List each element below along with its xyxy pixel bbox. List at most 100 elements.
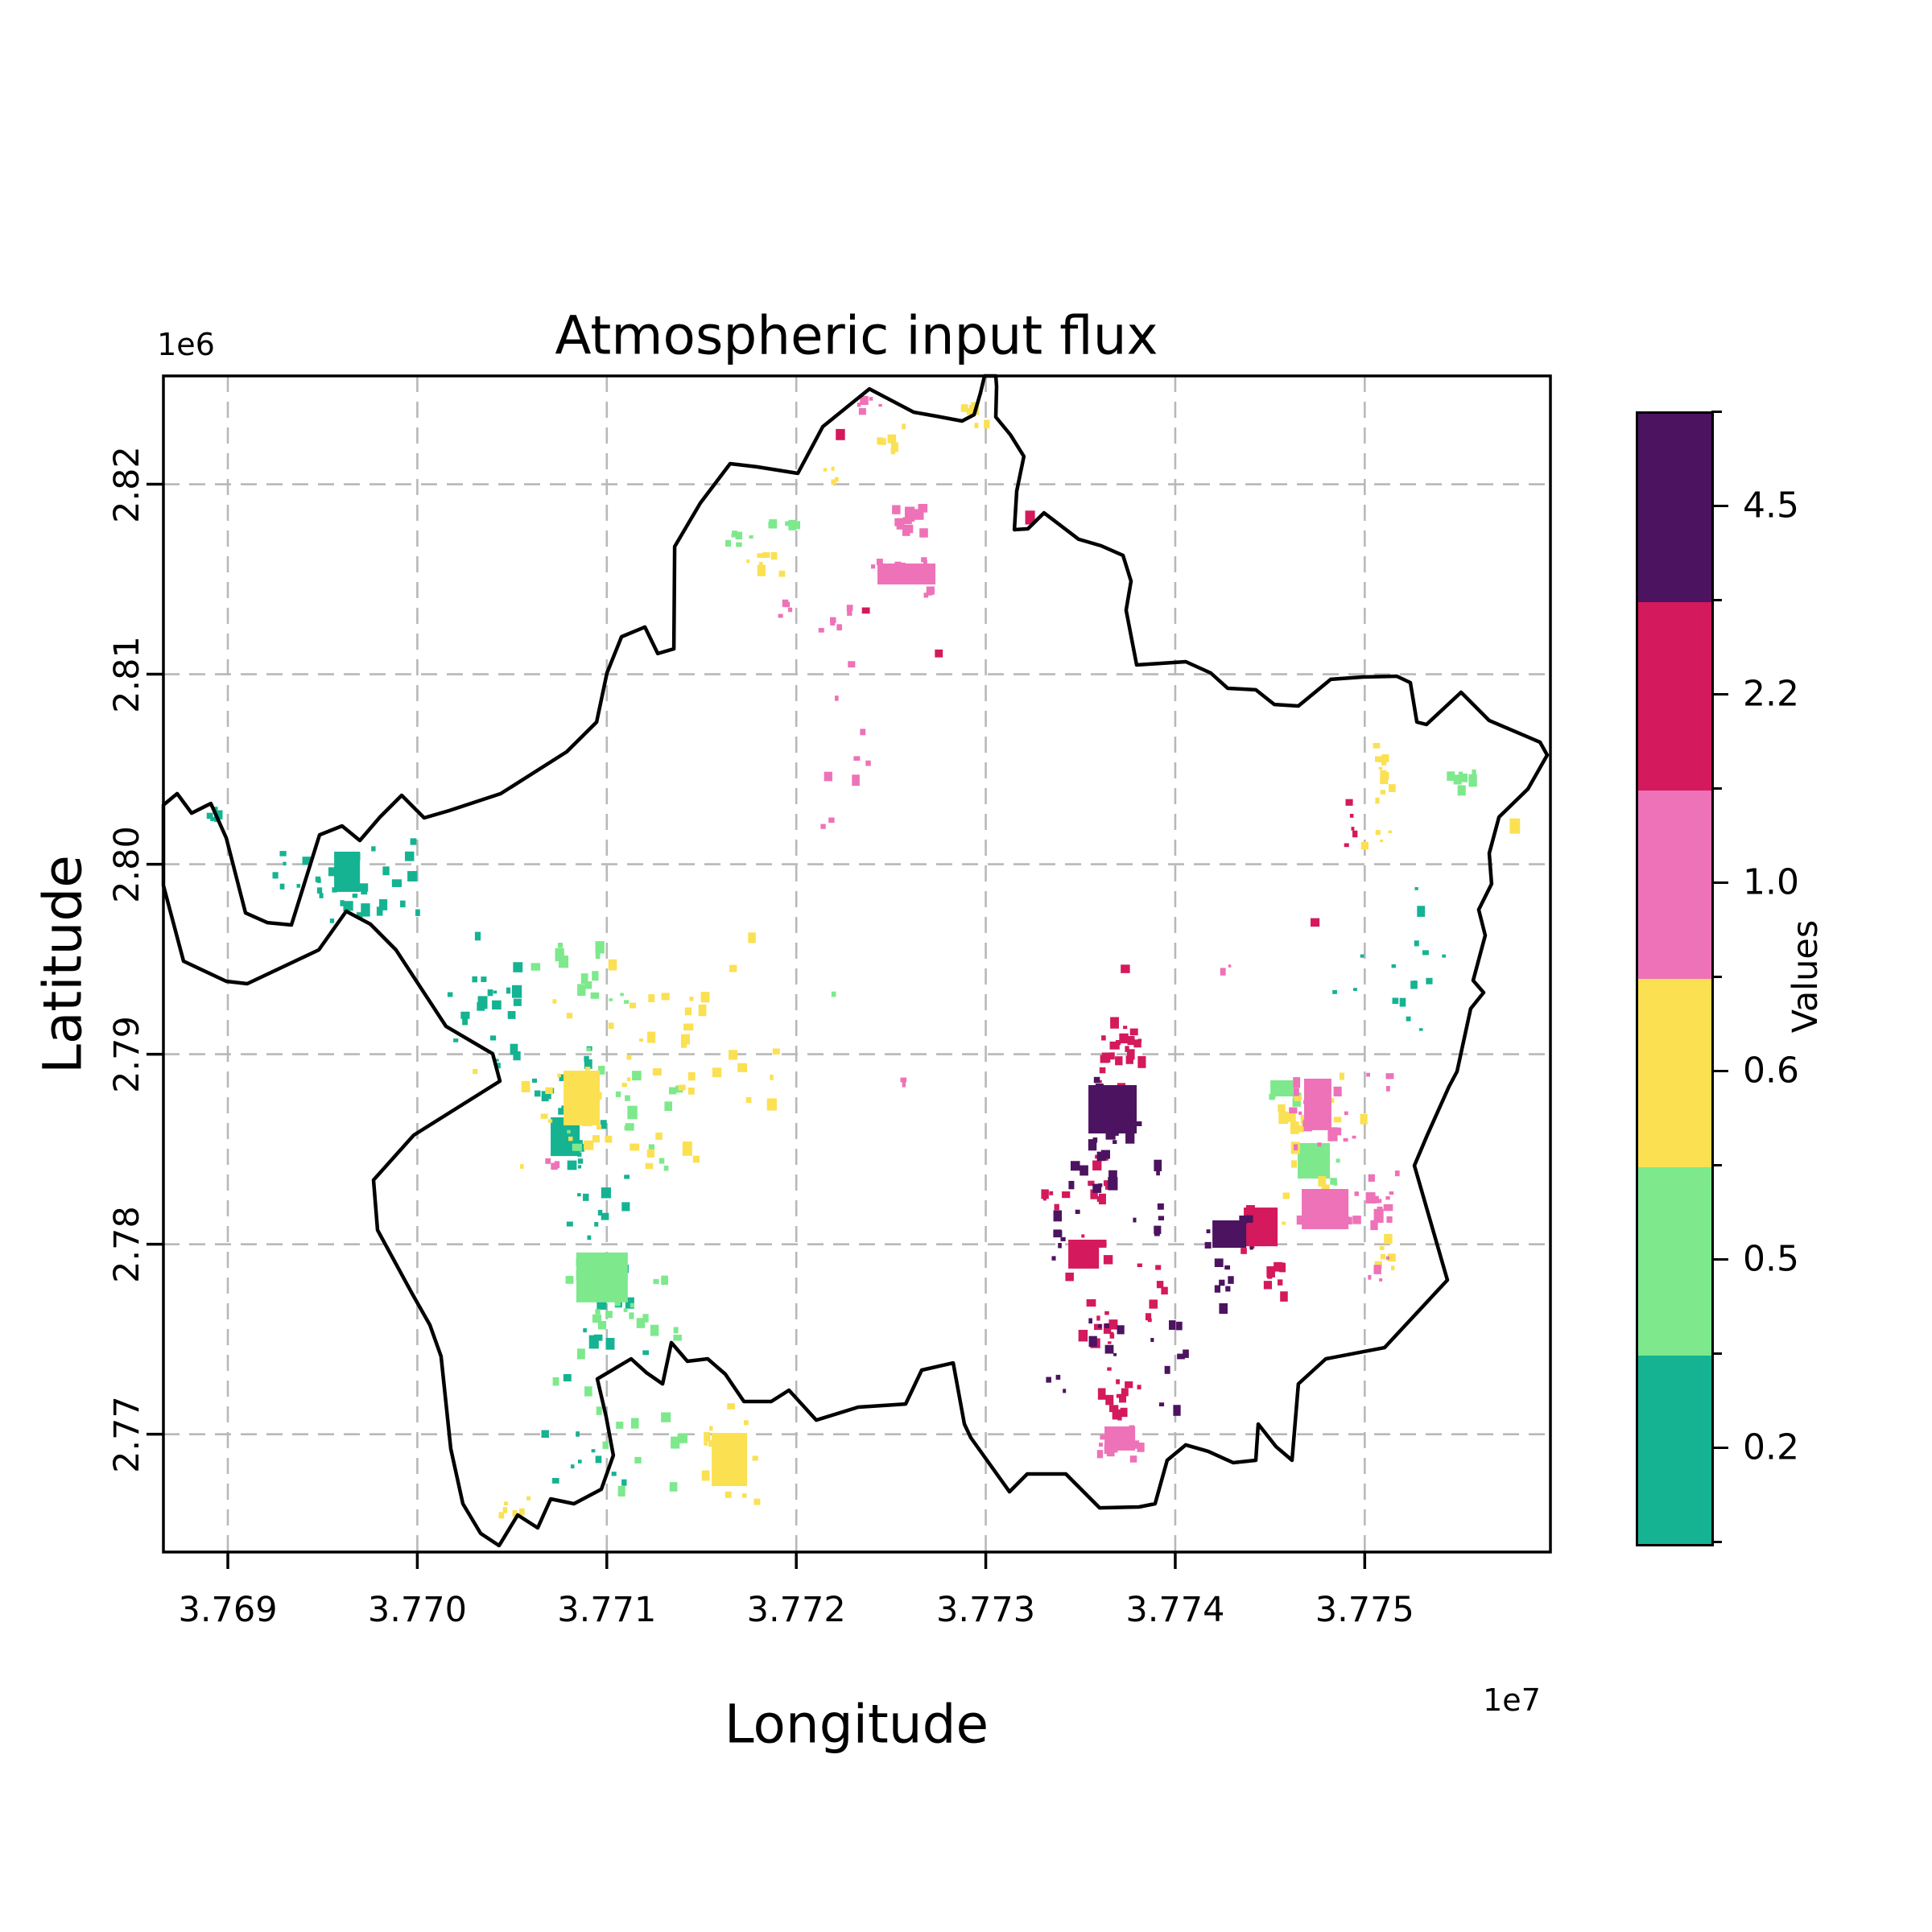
colorbar-tick [1711,1070,1728,1072]
raster-cluster-crimson [1065,1234,1113,1282]
raster-cluster-crimson [1137,1263,1168,1323]
colorbar-segment [1638,791,1711,979]
raster-cluster-yellow [877,423,906,455]
x-tick-label: 3.772 [746,1590,846,1630]
raster-cluster-crimson [1263,1261,1288,1302]
colorbar-tick [1711,693,1728,696]
colorbar-tick [1711,1258,1728,1261]
raster-cluster-yellow [473,932,780,1170]
raster-cluster-pink [778,599,793,618]
x-tick-label: 3.775 [1315,1590,1414,1630]
raster-cluster-crimson [1078,1298,1118,1371]
raster-cluster-yellow [823,466,839,485]
raster-cluster-yellow [746,551,786,577]
raster-cluster-green [1447,769,1477,796]
colorbar [1636,411,1714,1546]
raster-cluster-green [831,991,836,997]
x-tick-label: 3.770 [367,1590,467,1630]
raster-data [206,395,1521,1519]
y-tick-label: 2.77 [107,1395,147,1473]
raster-cluster-crimson [1041,1189,1071,1211]
raster-cluster-teal [1392,980,1423,1031]
y-axis-offset-text: 1e6 [157,327,215,362]
raster-cluster-purple [1158,1402,1181,1416]
colorbar-tick [1711,1447,1728,1449]
raster-cluster-green [1298,1143,1340,1186]
raster-cluster-teal [272,838,420,923]
raster-cluster-yellow [564,1071,613,1143]
raster-cluster-purple [1133,1159,1165,1236]
raster-cluster-crimson [935,649,943,658]
raster-cluster-pink [1298,1078,1331,1147]
raster-cluster-pink [818,605,853,633]
x-tick-label: 3.769 [178,1590,278,1630]
raster-cluster-crimson [1097,1379,1141,1421]
raster-cluster-pink [900,1077,907,1088]
raster-cluster-crimson [1311,918,1320,927]
colorbar-segment [1638,1167,1711,1356]
raster-cluster-purple [1088,1091,1142,1151]
raster-cluster-pink [1289,1072,1394,1150]
raster-cluster-purple [1214,1258,1234,1315]
colorbar-boundary-tick [1711,411,1722,413]
raster-cluster-pink [820,661,871,829]
colorbar-tick [1711,881,1728,884]
y-tick-label: 2.78 [107,1205,147,1283]
raster-cluster-yellow [701,1403,758,1481]
colorbar-tick-label: 2.2 [1743,673,1799,715]
colorbar-boundary-tick [1711,1164,1722,1166]
colorbar-boundary-tick [1711,1352,1722,1355]
raster-cluster-teal [541,1430,627,1486]
colorbar-boundary-tick [1711,599,1722,601]
raster-cluster-purple [1150,1320,1189,1374]
raster-cluster-purple [1051,1209,1080,1261]
raster-cluster-crimson [836,428,845,440]
raster-cluster-yellow [1373,742,1396,804]
colorbar-boundary-tick [1711,787,1722,790]
raster-cluster-pink [1368,1256,1389,1282]
raster-cluster-teal [1410,887,1446,989]
colorbar-tick-label: 0.5 [1743,1238,1799,1280]
raster-cluster-green [768,519,801,530]
colorbar-segment [1638,602,1711,791]
raster-cluster-purple [1088,1318,1125,1356]
raster-cluster-green [530,941,630,1004]
colorbar-tick-label: 0.2 [1743,1426,1799,1468]
raster-cluster-yellow [1360,830,1392,850]
x-axis-offset-text: 1e7 [1483,1682,1541,1718]
y-tick-label: 2.81 [107,635,147,713]
raster-cluster-green [725,530,753,547]
raster-cluster-crimson [1121,964,1130,973]
raster-cluster-pink [1096,1434,1145,1459]
raster-cluster-pink [1296,1188,1361,1229]
raster-cluster-purple [1046,1374,1067,1393]
x-axis-label: Longitude [724,1693,989,1756]
raster-cluster-green [552,1377,687,1497]
raster-cluster-crimson [1025,510,1035,525]
axes-spines [162,374,1552,1554]
y-axis-label: Latitude [31,855,94,1074]
raster-cluster-pink [857,395,882,415]
colorbar-tick-label: 1.0 [1743,861,1799,903]
x-tick-label: 3.771 [557,1590,657,1630]
colorbar-label: Values [1785,919,1826,1034]
colorbar-segment [1638,414,1711,602]
colorbar-tick-label: 0.6 [1743,1050,1799,1092]
raster-cluster-green [576,1269,682,1360]
x-tick-label: 3.774 [1125,1590,1225,1630]
raster-cluster-yellow [498,1496,531,1519]
raster-cluster-purple [1068,1150,1118,1193]
colorbar-tick [1711,505,1728,507]
colorbar-tick-label: 4.5 [1743,485,1799,526]
colorbar-segment [1638,1356,1711,1544]
plot-title: Atmospheric input flux [555,304,1158,367]
x-tick-label: 3.773 [935,1590,1036,1630]
gridlines [163,376,1550,1552]
y-tick-label: 2.79 [107,1015,147,1093]
region-boundary [161,374,1550,1548]
raster-cluster-crimson [1344,799,1358,848]
raster-cluster-teal [328,851,369,893]
raster-cluster-pink [545,1158,560,1170]
